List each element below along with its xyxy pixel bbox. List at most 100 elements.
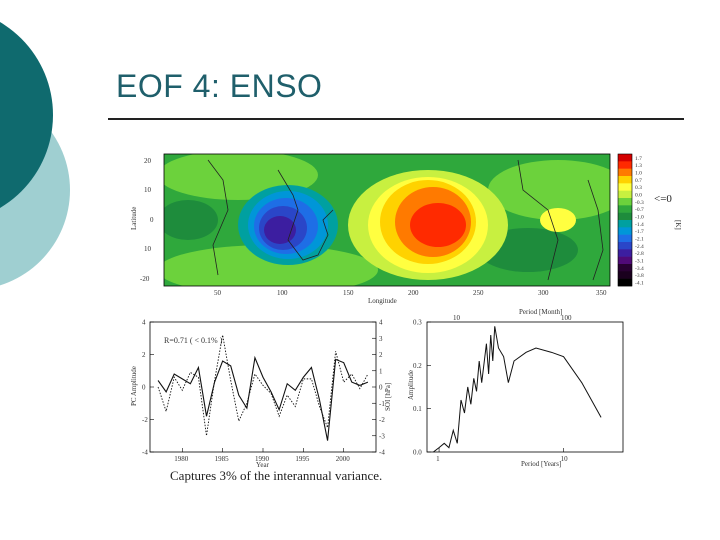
colorbar-tick: 1.0 [635,171,642,177]
plot-frame [426,321,624,453]
spectrum-chart: Period [Month] 10 100 0.3 0.2 0.1 0.0 1 10 A… [407,308,624,468]
colorbar-swatch [618,271,632,279]
pc-y-tick: -2 [142,416,148,424]
colorbar-tick: -2.1 [635,237,644,243]
map-ylabel: Latitude [130,207,138,230]
spectrum-line [433,326,602,453]
map-region [540,208,576,232]
colorbar-tick: 1.3 [635,163,642,169]
soi-y-tick: -3 [379,432,385,440]
map-region [264,216,296,244]
pc-right-ticks: 4 3 2 1 0 -1 -2 -3 -4 [372,319,385,457]
spectrum-top-tick: 100 [561,314,572,322]
map-x-tick: 350 [596,289,607,297]
colorbar-tick: -3.8 [635,273,644,279]
pc-x-tick: 1990 [255,455,270,463]
map-x-tick: 300 [538,289,549,297]
map-x-tick: 50 [214,289,222,297]
map-region [164,245,378,286]
spectrum-y-tick: 0.3 [413,319,422,327]
colorbar-tick: -2.4 [635,244,644,250]
colorbar-swatch [618,154,632,162]
map-y-tick: 20 [144,157,152,165]
spectrum-x-tick: 10 [561,455,569,463]
map-y-tick: 10 [144,245,152,253]
spectrum-top-label: Period [Month] [519,308,562,316]
coastline [207,159,229,276]
map-frame [163,153,611,287]
pc-xlabel: Year [256,461,270,469]
pc-series-line [157,355,369,441]
colorbar-swatch [618,227,632,235]
coastline [587,179,604,281]
colorbar-swatch [618,176,632,184]
soi-y-tick: -4 [379,449,385,457]
colorbar-swatch [618,242,632,250]
correlation-annotation: R=0.71 ( < 0.1% ) [164,336,223,345]
soi-y-tick: 0 [379,384,383,392]
pc-y-tick: 4 [142,319,146,327]
colorbar-swatch [618,198,632,206]
pc-left-ticks: 4 2 0 -2 -4 [142,319,154,457]
pc-x-tick: 1980 [174,455,189,463]
zero-annotation: <=0 [654,193,672,205]
colorbar-tick: 0.3 [635,185,642,191]
colorbar-tick: 1.7 [635,156,642,162]
coastline [517,159,559,281]
colorbar-swatch [618,234,632,243]
colorbar-swatch [618,183,632,191]
colorbar-tick: 0.0 [635,193,642,199]
colorbar: 1.71.3 1.00.70.3 0.0-0.3-0.7 -1.0-1.4-1.7 -2… [617,153,644,287]
pc-ylabel: PC Amplitude [130,366,138,406]
pc-x-ticks: 1980 1985 1990 1995 2000 [174,448,350,463]
colorbar-frame [617,153,633,287]
colorbar-tick: -2.8 [635,251,644,257]
eof-map: 20 10 0 10 -20 Latitude 50 100 150 200 2… [130,153,682,305]
spectrum-y-ticks: 0.3 0.2 0.1 0.0 [413,319,431,457]
slide-caption: Captures 3% of the interannual variance. [170,468,383,483]
soi-y-tick: -1 [379,400,385,408]
colorbar-swatch [618,278,632,287]
coastline [277,169,334,261]
spectrum-x-tick: 1 [436,455,440,463]
colorbar-tick: -0.7 [635,207,644,213]
soi-y-tick: 2 [379,351,383,359]
pc-x-tick: 1995 [295,455,310,463]
colorbar-tick: -0.3 [635,200,644,206]
map-x-tick: 150 [343,289,354,297]
colorbar-tick: -3.4 [635,266,644,272]
colorbar-swatch [618,249,632,257]
colorbar-swatch [618,220,632,228]
map-y-tick: -20 [140,275,150,283]
pc-series-group [157,334,369,441]
colorbar-tick: -4.1 [635,281,644,287]
colorbar-swatch [618,264,632,272]
spectrum-y-tick: 0.0 [413,449,422,457]
spectrum-xlabel: Period [Years] [521,460,561,468]
map-x-tick: 100 [277,289,288,297]
pc-y-tick: 2 [142,351,146,359]
pc-y-tick: -4 [142,449,148,457]
slide-title: EOF 4: ENSO [116,68,323,104]
colorbar-label: [K] [674,220,682,230]
colorbar-swatch [618,168,632,177]
spectrum-ylabel: Amplitude [407,370,415,400]
map-x-tick: 200 [408,289,419,297]
soi-y-tick: 1 [379,367,383,375]
pc-y-tick: 0 [142,384,146,392]
map-xlabel: Longitude [368,297,397,305]
spectrum-series-group [433,326,602,453]
spectrum-x-ticks: 1 10 [436,448,568,463]
map-y-tick: 10 [144,186,152,194]
colorbar-tick: -1.4 [635,222,644,228]
pc-series-line [157,334,369,436]
map-y-tick: 0 [150,216,154,224]
map-region [488,160,610,220]
title-rule [108,118,684,120]
soi-ylabel: SOI [hPa] [384,383,392,411]
spectrum-top-tick: 10 [453,314,461,322]
spectrum-y-tick: 0.2 [413,362,422,370]
pc-x-tick: 1985 [215,455,230,463]
colorbar-swatch [618,190,632,199]
map-region [164,200,218,240]
